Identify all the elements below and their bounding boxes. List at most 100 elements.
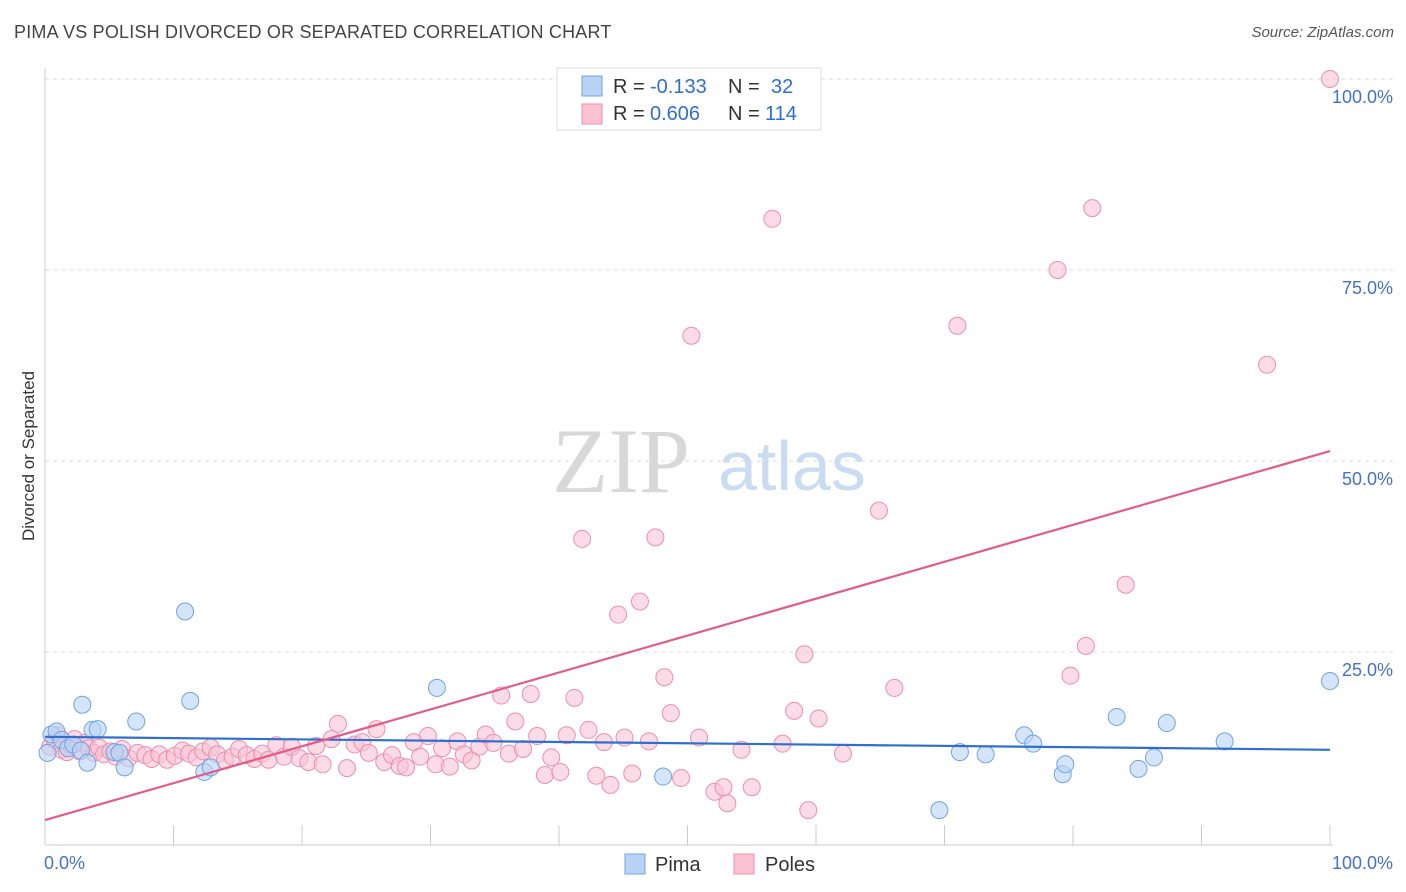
poles-point-97 [742,778,761,797]
pima-point-16 [181,691,200,710]
poles-point-58 [433,739,452,758]
poles-point-105 [869,501,888,520]
poles-point-87 [646,528,665,547]
poles-point-81 [601,775,620,794]
poles-point-96 [732,740,751,759]
poles-point-76 [565,688,584,707]
pima-point-19 [427,678,446,697]
pima-point-27 [1056,755,1075,774]
poles-point-114 [1321,70,1339,88]
bottom-legend-label-pima: Pima [655,854,701,876]
poles-point-59 [440,757,459,776]
poles-point-84 [623,764,642,783]
poles-trend-line [44,450,1331,822]
poles-point-79 [587,766,606,785]
pima-point-0 [38,743,57,762]
pima-point-21 [930,801,949,820]
poles-point-104 [833,744,852,763]
legend-swatch-pima [581,75,603,97]
pima-point-29 [1129,759,1148,778]
poles-point-77 [573,529,592,548]
poles-point-102 [799,801,818,820]
x-tick-label-0: 0.0% [44,853,85,873]
trend-lines [44,450,1331,822]
pima-point-8 [78,753,97,772]
poles-point-101 [795,645,814,664]
pima-point-22 [950,743,969,762]
poles-point-89 [661,704,680,723]
y-tick-label-0: 25.0% [1342,660,1393,680]
pima-trend-line [44,735,1331,751]
poles-point-112 [1116,575,1135,594]
legend-n-label-poles: N = [728,103,760,125]
bottom-legend-swatch-poles [733,853,755,875]
y-tick-label-3: 100.0% [1332,87,1393,107]
poles-point-111 [1083,199,1102,218]
poles-point-107 [948,316,967,335]
poles-point-62 [462,751,481,770]
poles-point-49 [367,720,386,739]
pima-point-10 [88,720,107,739]
poles-point-92 [690,728,709,747]
pima-point-14 [127,712,146,731]
poles-point-95 [718,794,737,813]
poles-point-108 [1048,261,1067,279]
poles-point-91 [682,326,701,345]
legend-r-label-poles: R = [613,103,645,125]
pima-point-13 [115,758,134,777]
legend-r-label-pima: R = [613,76,645,98]
legend-n-label-pima: N = [728,76,760,98]
x-tick-label-1: 100.0% [1332,853,1393,873]
poles-point-82 [609,605,628,624]
y-tick-label-2: 75.0% [1342,278,1393,298]
bottom-legend-label-poles: Poles [765,854,815,876]
poles-point-45 [337,759,356,778]
chart-source: Source: ZipAtlas.com [1251,24,1394,41]
poles-point-71 [528,727,547,746]
poles-point-70 [521,685,540,704]
poles-point-98 [763,209,782,228]
poles-point-56 [418,727,437,746]
poles-point-78 [579,720,598,739]
axes [44,68,1333,846]
poles-point-94 [714,778,733,797]
pima-point-25 [1024,734,1043,753]
poles-point-74 [551,762,570,781]
poles-point-68 [506,712,525,731]
legend-r-value-pima: -0.133 [650,76,707,98]
poles-point-85 [630,592,649,611]
poles-point-75 [557,726,576,745]
chart-title: PIMA VS POLISH DIVORCED OR SEPARATED COR… [14,22,612,42]
pima-point-20 [654,767,673,786]
series-legend: Pima Poles [624,853,815,876]
pima-point-7 [73,695,92,714]
poles-point-73 [542,748,561,767]
poles-point-106 [885,678,904,697]
poles-point-86 [639,732,658,751]
pima-point-23 [976,745,995,764]
poles-point-53 [397,758,416,777]
bottom-legend-swatch-pima [624,853,646,875]
pima-point-31 [1157,714,1176,733]
poles-point-90 [672,769,691,788]
poles-point-100 [785,701,804,720]
pima-point-28 [1107,707,1126,726]
pima-point-30 [1144,748,1163,767]
watermark-zip: ZIP [552,410,690,512]
watermark-atlas: atlas [718,427,866,505]
poles-point-109 [1061,666,1080,685]
poles-point-65 [484,733,503,752]
y-axis-title: Divorced or Separated [19,371,38,541]
watermark: ZIP atlas [552,410,866,512]
tick-labels: 25.0% 50.0% 75.0% 100.0% 0.0% 100.0% [44,87,1393,873]
poles-point-88 [655,668,674,687]
poles-point-113 [1258,355,1277,374]
poles-point-55 [411,747,430,766]
grid-lines [45,78,1395,653]
pima-point-33 [1321,672,1339,691]
correlation-legend: R = -0.133 N = 32 R = 0.606 N = 114 [556,67,822,131]
poles-point-110 [1076,636,1095,655]
legend-swatch-poles [581,103,603,125]
pima-point-15 [176,602,195,621]
